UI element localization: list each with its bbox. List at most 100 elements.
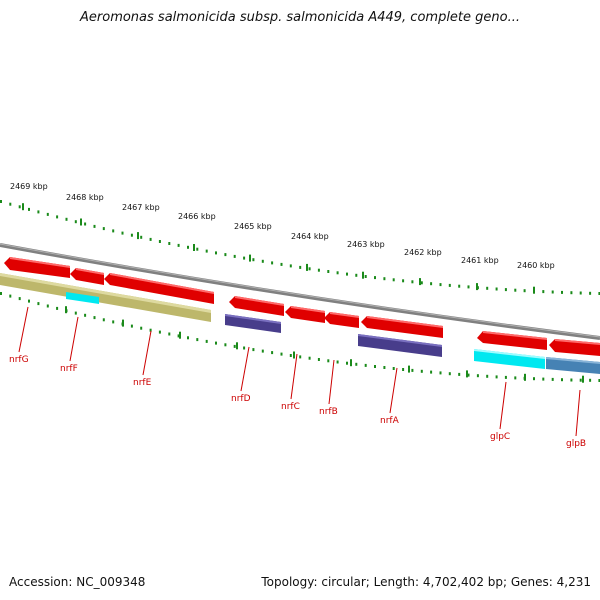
ruler-label: 2469 kbp	[10, 182, 48, 191]
ruler-tick	[514, 376, 517, 380]
ruler-tick	[561, 378, 563, 382]
ruler-major-tick	[193, 244, 195, 251]
ruler-tick	[542, 377, 545, 381]
ruler-tick	[140, 235, 143, 239]
ruler-tick	[112, 320, 115, 324]
ruler-tick	[579, 291, 582, 295]
ruler-tick	[9, 202, 12, 206]
ruler-tick	[308, 356, 311, 360]
gene-label[interactable]: nrfD	[231, 394, 251, 404]
ruler-tick	[196, 338, 199, 342]
ruler-major-tick	[408, 365, 410, 373]
genome-summary-text: Topology: circular; Length: 4,702,402 bp…	[261, 575, 591, 589]
feature-bar-nrfA[interactable]	[358, 334, 442, 357]
cds-nrfE[interactable]	[104, 273, 214, 304]
ruler-major-tick	[350, 359, 352, 367]
ruler-tick	[542, 290, 545, 294]
cds-nrfD[interactable]	[229, 296, 284, 316]
gene-label[interactable]: nrfA	[380, 416, 400, 426]
ruler-label: 2468 kbp	[66, 193, 104, 202]
gene-label[interactable]: nrfC	[281, 402, 300, 412]
gene-label[interactable]: glpC	[490, 432, 510, 442]
ruler-tick	[495, 287, 498, 291]
ruler-tick	[102, 318, 105, 322]
ruler-tick	[252, 258, 255, 262]
ruler-tick	[261, 259, 264, 263]
feature-bar-cyan-nrfF[interactable]	[66, 292, 99, 304]
ruler-tick	[589, 378, 592, 382]
ruler-tick	[93, 316, 96, 320]
feature-track	[0, 273, 600, 374]
ruler-tick	[346, 361, 348, 365]
ruler-tick	[346, 272, 348, 276]
genome-backbone	[0, 243, 600, 340]
ruler-tick	[299, 355, 302, 359]
ruler-tick	[504, 375, 507, 379]
ruler-label: 2464 kbp	[291, 232, 329, 241]
accession-text: Accession: NC_009348	[9, 575, 146, 589]
cds-nrfA[interactable]	[361, 316, 443, 338]
ruler-major-tick	[80, 218, 82, 226]
gene-label[interactable]: glpB	[566, 439, 586, 449]
ruler-tick	[374, 276, 376, 280]
ruler-tick	[205, 249, 208, 253]
ruler-tick	[74, 311, 77, 315]
ruler-tick	[551, 290, 554, 294]
ruler-tick	[243, 256, 246, 260]
ruler-tick	[598, 379, 600, 382]
feature-bar-nrfD[interactable]	[225, 314, 281, 333]
ruler-tick	[448, 283, 451, 287]
ruler-tick	[486, 374, 489, 378]
ruler-tick	[402, 368, 405, 371]
cds-nrfG[interactable]	[4, 257, 70, 278]
ruler-tick	[383, 277, 386, 281]
ruler-tick	[495, 375, 498, 379]
ruler-tick	[261, 349, 264, 353]
ruler-tick	[93, 224, 96, 228]
ruler-tick	[458, 372, 461, 376]
ruler-tick	[570, 378, 573, 382]
ruler-tick	[374, 365, 376, 368]
ruler-tick	[579, 378, 582, 382]
ruler-label: 2463 kbp	[347, 240, 385, 249]
ruler-tick	[561, 290, 563, 294]
ruler-tick	[121, 231, 124, 235]
ruler-tick	[0, 292, 2, 295]
ruler-tick	[551, 377, 554, 381]
ruler-major-tick	[293, 351, 295, 359]
ruler-tick	[177, 243, 180, 247]
ruler-tick	[280, 262, 283, 266]
ruler-tick	[84, 313, 87, 317]
ruler-tick	[327, 359, 330, 363]
ruler-tick	[430, 282, 433, 286]
ruler-tick	[196, 247, 199, 251]
gene-label[interactable]: nrfG	[9, 355, 29, 365]
ruler-tick	[187, 245, 189, 249]
ruler-major-tick	[466, 370, 468, 378]
feature-bar-glpC[interactable]	[474, 349, 545, 369]
ruler-tick	[233, 254, 236, 258]
ruler-tick	[158, 330, 161, 334]
ruler-tick	[514, 288, 517, 292]
ruler-major-tick	[362, 271, 364, 279]
ruler-label: 2461 kbp	[461, 256, 499, 265]
ruler-tick	[74, 220, 77, 224]
ruler-tick	[130, 324, 133, 328]
ruler-tick	[177, 334, 180, 338]
gene-label[interactable]: nrfF	[60, 364, 78, 374]
ruler-tick	[56, 215, 59, 219]
ruler-tick	[65, 217, 68, 221]
ruler-tick	[140, 326, 143, 330]
ruler-tick	[364, 275, 367, 278]
cds-glpC[interactable]	[477, 331, 547, 350]
ruler-major-tick	[236, 342, 238, 350]
gene-label[interactable]: nrfB	[319, 407, 338, 417]
ruler-tick	[383, 366, 386, 369]
ruler-tick	[467, 285, 470, 289]
ruler-major-tick	[137, 232, 139, 240]
ruler-major-tick	[306, 263, 308, 271]
ruler-major-tick	[582, 375, 584, 383]
ruler-major-tick	[419, 278, 421, 286]
gene-label[interactable]: nrfE	[133, 378, 152, 388]
